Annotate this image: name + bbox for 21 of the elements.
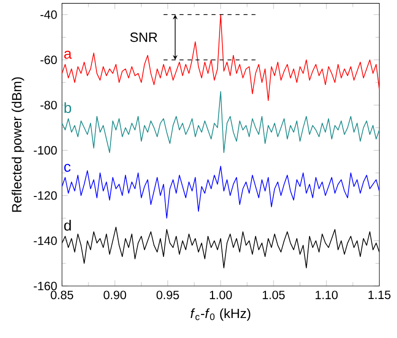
y-tick-label: -40 xyxy=(40,10,57,19)
y-tick-label: -120 xyxy=(34,191,57,200)
x-axis-title: f$_{c}$-f$_{0}$ (kHz) xyxy=(190,308,250,321)
x-tick-label: 1.15 xyxy=(368,290,390,300)
series-label: b xyxy=(64,102,72,114)
y-tick-label: -160 xyxy=(34,282,57,290)
y-axis-title: Reflected power (dBm) xyxy=(12,77,24,212)
x-tick-label: 0.90 xyxy=(104,290,126,300)
y-tick-label: -100 xyxy=(34,146,57,155)
y-tick-label: -60 xyxy=(40,56,57,64)
y-tick-label: -140 xyxy=(34,236,57,246)
y-tick-label: -80 xyxy=(40,100,57,110)
x-tick-label: 1.10 xyxy=(316,290,338,300)
x-tick-label: 1.05 xyxy=(262,290,285,300)
series-label: d xyxy=(64,220,71,231)
annotation: SNR xyxy=(130,32,158,42)
series-label: c xyxy=(64,164,71,172)
x-tick-label: 1.00 xyxy=(210,290,232,300)
x-tick-label: 0.95 xyxy=(156,290,179,300)
x-tick-label: 0.85 xyxy=(50,290,74,300)
series-label: a xyxy=(64,50,72,59)
